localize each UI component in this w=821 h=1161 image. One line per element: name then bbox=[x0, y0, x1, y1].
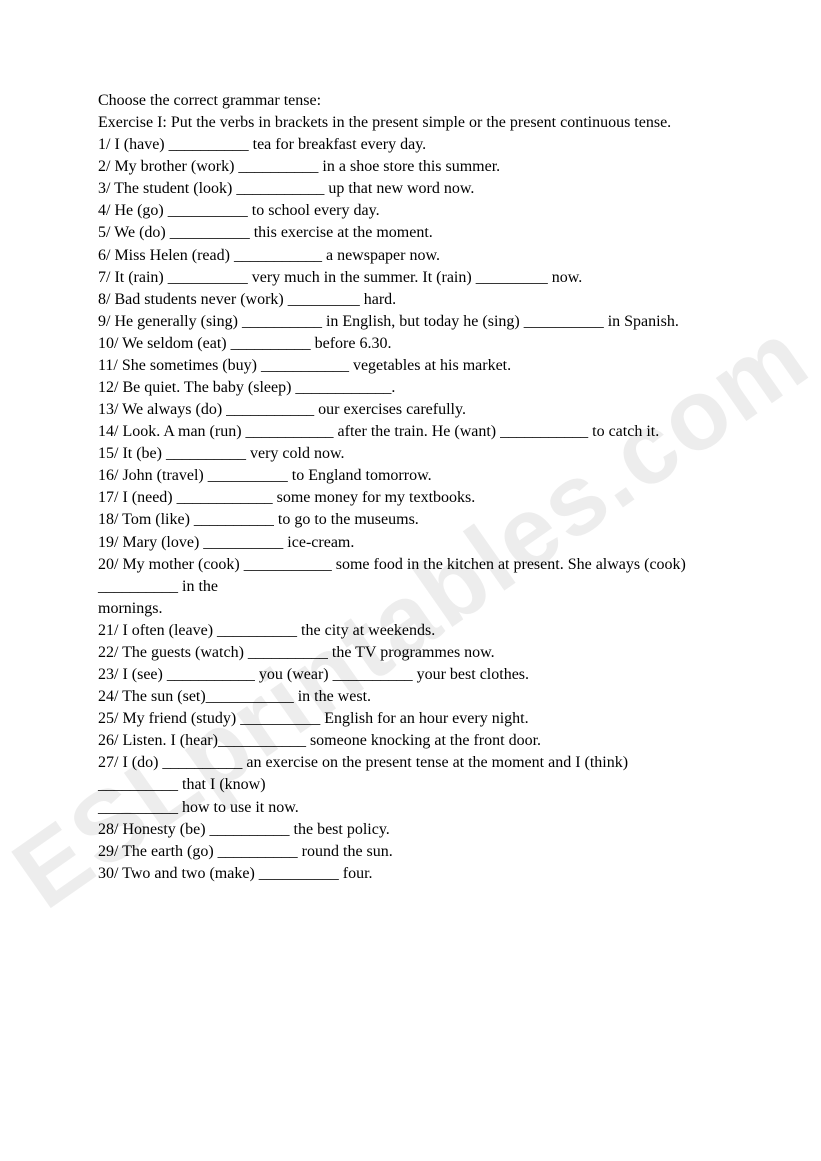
exercise-title: Exercise I: Put the verbs in brackets in… bbox=[98, 112, 723, 134]
exercise-item: 18/ Tom (like) __________ to go to the m… bbox=[98, 509, 723, 531]
exercise-item: 29/ The earth (go) __________ round the … bbox=[98, 841, 723, 863]
exercise-item: 20/ My mother (cook) ___________ some fo… bbox=[98, 554, 723, 576]
exercise-item: 1/ I (have) __________ tea for breakfast… bbox=[98, 134, 723, 156]
exercise-item: 25/ My friend (study) __________ English… bbox=[98, 708, 723, 730]
exercise-item: 30/ Two and two (make) __________ four. bbox=[98, 863, 723, 885]
exercise-item: 19/ Mary (love) __________ ice-cream. bbox=[98, 532, 723, 554]
exercise-item-continuation: __________ in the bbox=[98, 576, 723, 598]
exercise-item: 3/ The student (look) ___________ up tha… bbox=[98, 178, 723, 200]
exercise-item-continuation: __________ how to use it now. bbox=[98, 797, 723, 819]
exercise-item: 16/ John (travel) __________ to England … bbox=[98, 465, 723, 487]
exercise-item-continuation: __________ that I (know) bbox=[98, 774, 723, 796]
exercise-item-continuation: mornings. bbox=[98, 598, 723, 620]
exercise-item: 4/ He (go) __________ to school every da… bbox=[98, 200, 723, 222]
exercise-item: 21/ I often (leave) __________ the city … bbox=[98, 620, 723, 642]
exercise-item: 12/ Be quiet. The baby (sleep) _________… bbox=[98, 377, 723, 399]
exercise-item: 6/ Miss Helen (read) ___________ a newsp… bbox=[98, 245, 723, 267]
worksheet-page: Choose the correct grammar tense: Exerci… bbox=[0, 0, 821, 885]
exercise-item: 15/ It (be) __________ very cold now. bbox=[98, 443, 723, 465]
exercise-item: 23/ I (see) ___________ you (wear) _____… bbox=[98, 664, 723, 686]
exercise-item: 24/ The sun (set)___________ in the west… bbox=[98, 686, 723, 708]
exercise-item: 8/ Bad students never (work) _________ h… bbox=[98, 289, 723, 311]
exercise-item: 7/ It (rain) __________ very much in the… bbox=[98, 267, 723, 289]
exercise-item: 2/ My brother (work) __________ in a sho… bbox=[98, 156, 723, 178]
exercise-item: 28/ Honesty (be) __________ the best pol… bbox=[98, 819, 723, 841]
exercise-item: 11/ She sometimes (buy) ___________ vege… bbox=[98, 355, 723, 377]
exercise-item: 13/ We always (do) ___________ our exerc… bbox=[98, 399, 723, 421]
exercise-item: 5/ We (do) __________ this exercise at t… bbox=[98, 222, 723, 244]
exercise-item: 9/ He generally (sing) __________ in Eng… bbox=[98, 311, 723, 333]
exercise-item: 10/ We seldom (eat) __________ before 6.… bbox=[98, 333, 723, 355]
exercise-item: 14/ Look. A man (run) ___________ after … bbox=[98, 421, 723, 443]
exercise-item: 26/ Listen. I (hear)___________ someone … bbox=[98, 730, 723, 752]
exercise-item: 27/ I (do) __________ an exercise on the… bbox=[98, 752, 723, 774]
exercise-item: 22/ The guests (watch) __________ the TV… bbox=[98, 642, 723, 664]
instruction-line: Choose the correct grammar tense: bbox=[98, 90, 723, 112]
exercise-item: 17/ I (need) ____________ some money for… bbox=[98, 487, 723, 509]
